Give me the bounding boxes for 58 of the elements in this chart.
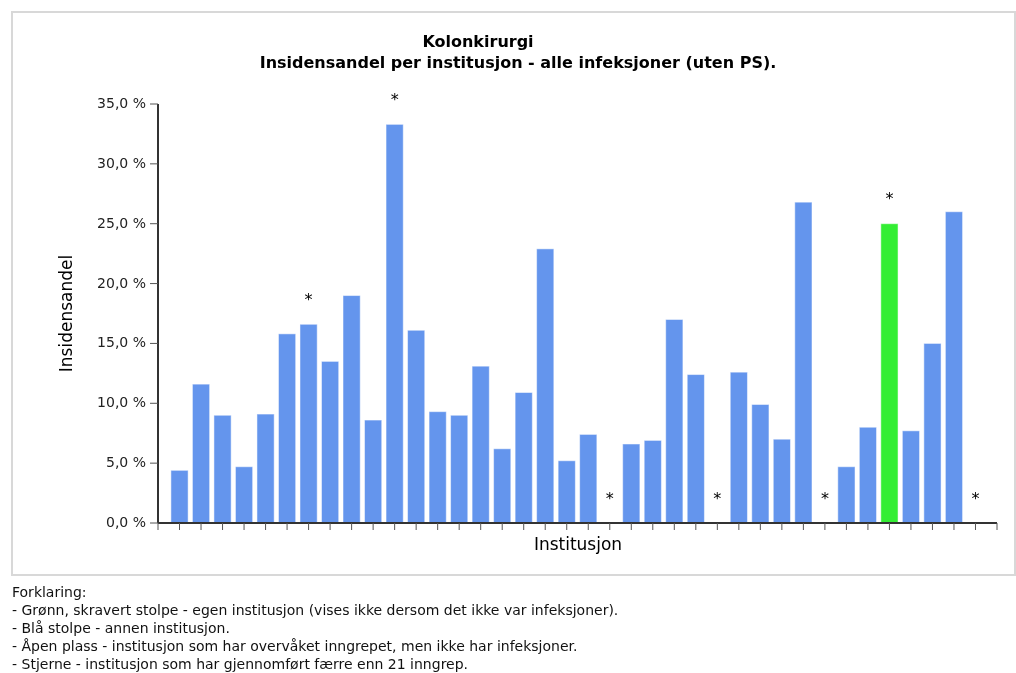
bar: [686, 374, 705, 524]
text: - Åpen plass - institusjon som har overvåket inngrepet, men ikke har infeksjoner.: [12, 638, 578, 654]
bar: [234, 466, 254, 524]
bar: [665, 318, 684, 524]
bar: [342, 295, 361, 524]
x-axis-title: Institusjon: [533, 534, 623, 554]
text: Forklaring:: [12, 584, 87, 600]
bar: [213, 414, 232, 524]
bar: [837, 466, 856, 524]
text: - Blå stolpe - annen institusjon.: [12, 620, 230, 636]
text: - Stjerne - institusjon som har gjennomført færre enn 21 inngrep.: [12, 656, 469, 672]
bar: [579, 433, 598, 524]
bar: [944, 211, 964, 524]
bar: [643, 439, 662, 524]
chart-title: Kolonkirurgi: [422, 32, 534, 51]
bar: [256, 413, 275, 524]
bar: [514, 392, 533, 524]
y-tick-label: 15,0 %: [97, 334, 146, 351]
y-tick-label: 20,0 %: [97, 274, 146, 291]
bar: [751, 403, 770, 524]
chart-subtitle: Insidensandel per institusjon - alle infeksjoner (uten PS).: [259, 53, 777, 72]
bar: [450, 414, 469, 524]
bar: [191, 383, 211, 524]
data-label: *: [304, 289, 313, 309]
data-label: *: [885, 189, 894, 209]
bar: [170, 469, 189, 524]
bar: [299, 323, 318, 524]
bar: [493, 448, 512, 524]
y-tick-label: 35,0 %: [97, 95, 146, 111]
bar: [729, 371, 748, 524]
bar: [794, 201, 813, 524]
bar: [277, 333, 297, 524]
y-tick-label: 0,0 %: [105, 514, 146, 530]
y-tick-label: 5,0 %: [105, 454, 146, 471]
bar: [901, 430, 921, 524]
bar: [321, 360, 340, 524]
bar: [880, 223, 899, 524]
bar: [557, 460, 576, 524]
data-label: *: [713, 488, 722, 508]
data-label: *: [605, 488, 614, 508]
y-tick-label: 30,0 %: [97, 154, 146, 171]
data-label: *: [390, 89, 399, 109]
bar: [772, 438, 791, 524]
bar: [923, 342, 942, 524]
bar: [407, 329, 426, 524]
bar: [385, 123, 404, 524]
bar: [471, 365, 490, 524]
y-axis-title: Insidensandel: [56, 254, 76, 373]
data-label: *: [820, 488, 829, 508]
bar: [858, 426, 878, 524]
y-tick-label: 25,0 %: [97, 214, 146, 231]
bar: [428, 411, 447, 524]
bar: [536, 248, 555, 524]
data-label: *: [971, 488, 980, 508]
bar: [622, 443, 641, 524]
text: - Grønn, skravert stolpe - egen institusjon (vises ikke dersom det ikke var infeksjoner).: [12, 602, 619, 618]
bar: [364, 419, 383, 524]
y-tick-label: 10,0 %: [97, 394, 146, 411]
